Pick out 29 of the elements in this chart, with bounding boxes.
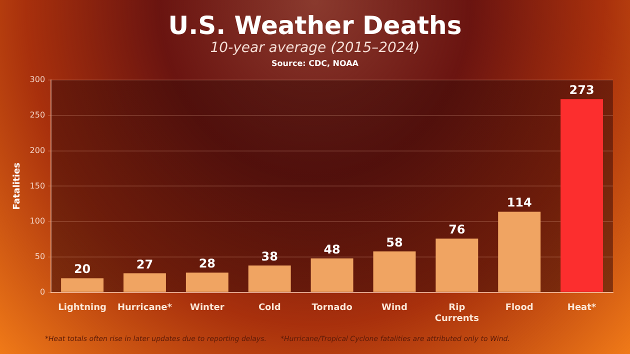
x-tick-label: Heat* bbox=[567, 303, 596, 314]
data-label: 27 bbox=[136, 257, 154, 272]
source-note: Source: CDC, NOAA bbox=[272, 59, 360, 68]
y-tick-label: 200 bbox=[30, 146, 46, 155]
x-tick-label: Hurricane* bbox=[117, 303, 172, 314]
data-label: 76 bbox=[448, 222, 466, 237]
data-label: 38 bbox=[261, 249, 278, 264]
x-tick-label: Rip Currents bbox=[434, 303, 479, 324]
x-tick-label: Cold bbox=[258, 303, 281, 314]
y-tick-label: 50 bbox=[34, 252, 46, 262]
chart-title: U.S. Weather Deaths bbox=[168, 11, 462, 40]
y-tick-label: 250 bbox=[30, 110, 46, 120]
x-tick-label: Wind bbox=[382, 303, 408, 314]
data-label: 114 bbox=[506, 196, 532, 210]
x-tick-label: Flood bbox=[505, 303, 534, 314]
y-tick-label: 300 bbox=[30, 75, 46, 84]
data-label: 273 bbox=[569, 83, 594, 98]
y-tick-label: 100 bbox=[30, 216, 46, 226]
y-tick-label: 150 bbox=[30, 181, 46, 190]
data-label: 48 bbox=[324, 242, 340, 256]
data-label: 28 bbox=[198, 256, 216, 271]
y-axis-title: Fatalities bbox=[12, 162, 23, 210]
data-label: 20 bbox=[74, 262, 91, 276]
data-label: 58 bbox=[386, 235, 403, 250]
x-tick-label: Winter bbox=[190, 303, 225, 314]
x-tick-label: Tornado bbox=[312, 303, 352, 314]
x-tick-label: Lightning bbox=[58, 303, 106, 314]
chart-subtitle: 10-year average (2015–2024) bbox=[210, 40, 420, 56]
y-tick-label: 0 bbox=[40, 287, 46, 296]
